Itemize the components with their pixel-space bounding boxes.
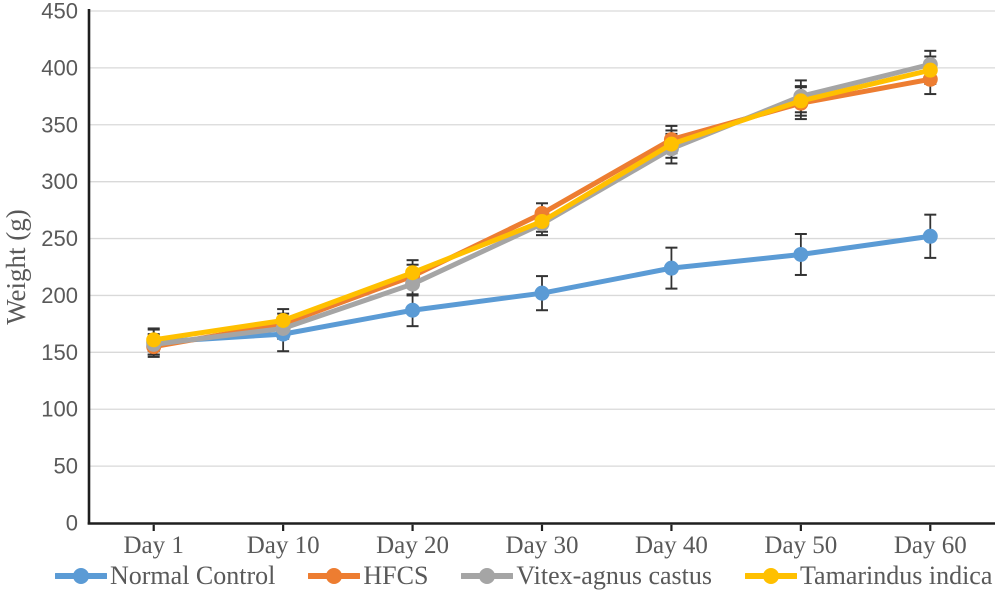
legend-label: Tamarindus indica <box>799 561 993 590</box>
y-tick-label: 300 <box>41 169 78 194</box>
legend-item-normal-control: Normal Control <box>55 561 275 591</box>
legend-item-hfcs: HFCS <box>308 561 428 591</box>
data-point-marker <box>275 312 291 328</box>
x-tick-label: Day 50 <box>764 532 837 559</box>
y-tick-label: 400 <box>41 55 78 80</box>
data-point-marker <box>663 260 679 276</box>
x-tick-label: Day 1 <box>124 532 184 559</box>
x-tick-label: Day 60 <box>894 532 967 559</box>
legend-item-tamarindus-indica: Tamarindus indica <box>744 561 993 591</box>
y-tick-label: 100 <box>41 397 78 422</box>
legend-label: HFCS <box>363 561 429 590</box>
y-tick-label: 350 <box>41 112 78 137</box>
legend-item-vitex-agnus-castus: Vitex-agnus castus <box>461 561 712 591</box>
x-tick-label: Day 40 <box>635 532 708 559</box>
x-tick-label: Day 20 <box>376 532 449 559</box>
chart-canvas: 0 50 100 150 200 250 300 350 400 450 Day 1 Day 10 Da… <box>41 0 995 559</box>
y-axis-title: Weight (g) <box>1 209 31 325</box>
y-tick-label: 0 <box>66 511 78 536</box>
data-point-marker <box>534 285 550 301</box>
legend-marker-icon <box>461 568 514 584</box>
data-point-marker <box>405 276 421 292</box>
legend-label: Vitex-agnus castus <box>516 561 712 590</box>
data-point-marker <box>146 332 162 348</box>
legend-label: Normal Control <box>110 561 276 590</box>
y-tick-label: 150 <box>41 340 78 365</box>
data-point-marker <box>793 93 809 109</box>
y-tick-label: 200 <box>41 283 78 308</box>
legend: Normal Control HFCS Vitex-agnus castus Tama… <box>55 561 992 591</box>
y-tick-label: 250 <box>41 226 78 251</box>
data-point-marker <box>922 228 938 244</box>
legend-marker-icon <box>308 568 361 584</box>
data-point-marker <box>922 62 938 78</box>
data-point-marker <box>663 136 679 152</box>
data-point-marker <box>405 265 421 281</box>
legend-marker-icon <box>55 568 107 584</box>
y-tick-label: 450 <box>41 0 78 24</box>
data-point-marker <box>534 213 550 229</box>
x-tick-label: Day 30 <box>506 532 579 559</box>
y-tick-label: 50 <box>54 454 78 479</box>
data-point-marker <box>793 246 809 262</box>
data-point-marker <box>405 302 421 318</box>
x-tick-label: Day 10 <box>247 532 320 559</box>
legend-marker-icon <box>744 568 797 584</box>
